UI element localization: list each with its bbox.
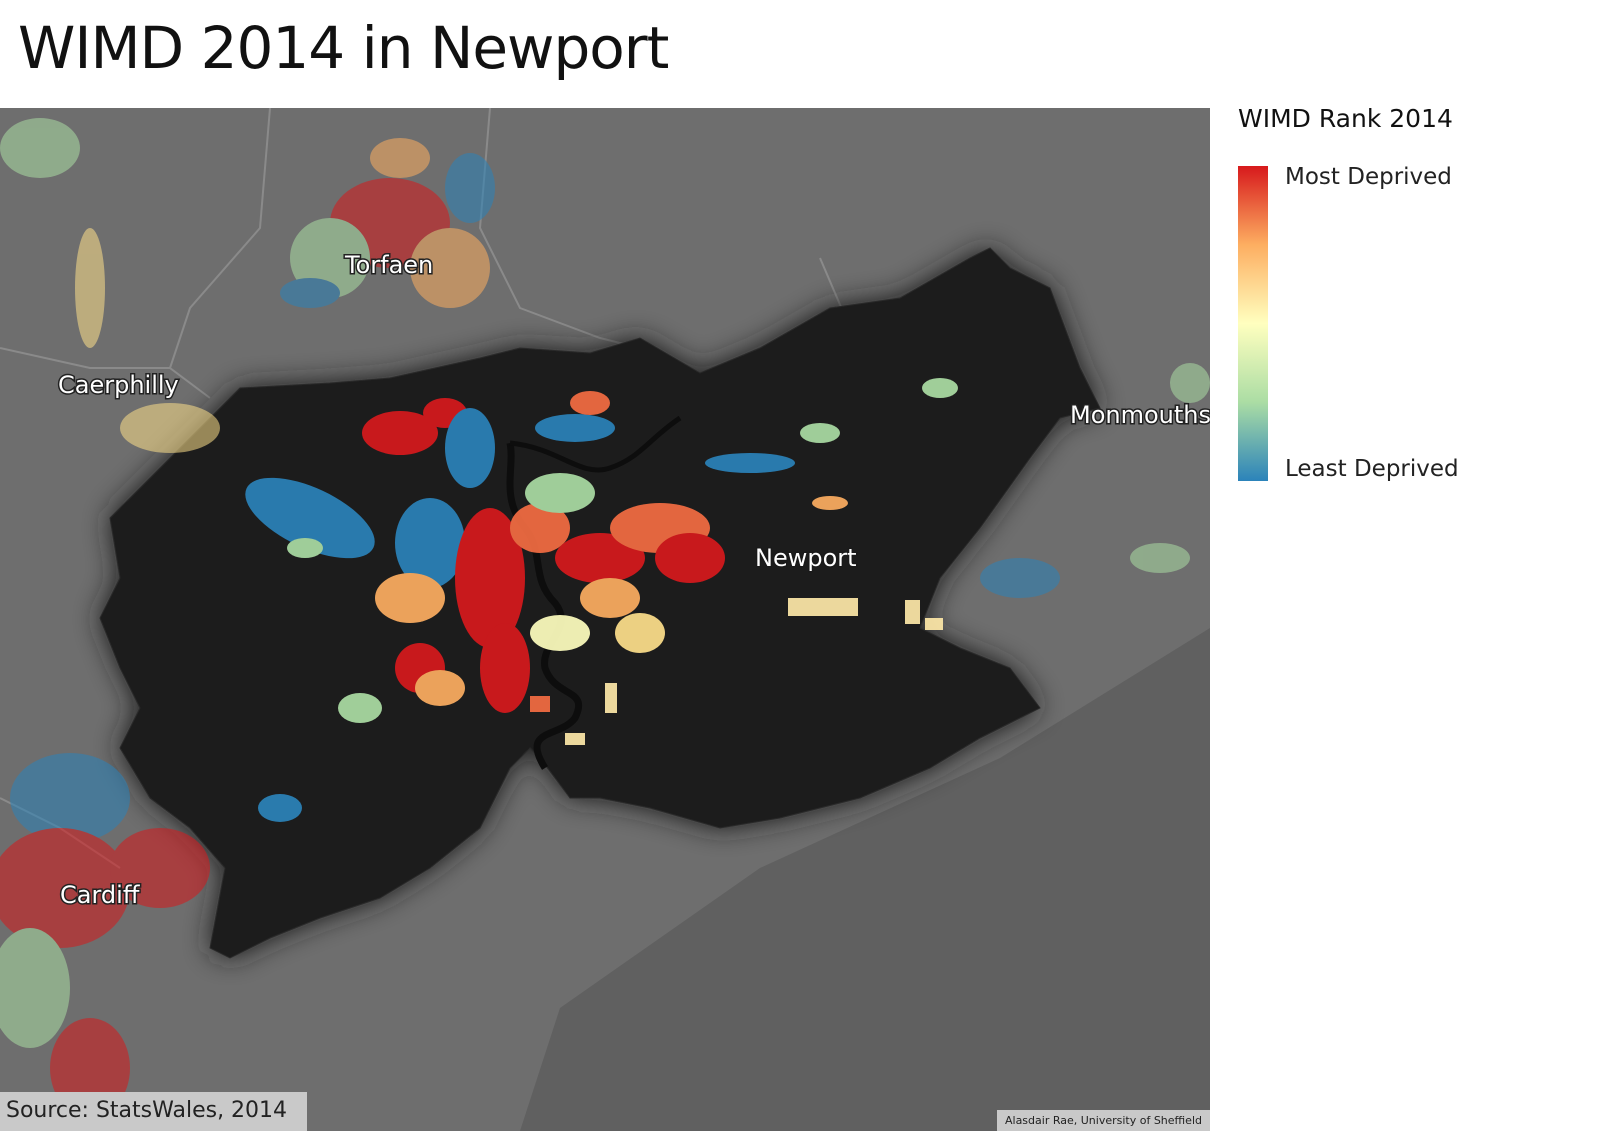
place-label-newport: Newport	[755, 544, 857, 572]
legend: WIMD Rank 2014 Most Deprived Least Depri…	[1238, 104, 1568, 482]
legend-label-least-deprived: Least Deprived	[1285, 456, 1459, 482]
place-label-caerphilly: Caerphilly	[58, 371, 179, 399]
deprivation-patches-neighbours	[0, 118, 1210, 1118]
map-area[interactable]: Torfaen Caerphilly Monmouthsh Newport Ca…	[0, 108, 1210, 1131]
place-label-monmouthshire: Monmouthsh	[1070, 401, 1210, 429]
legend-label-most-deprived: Most Deprived	[1285, 164, 1452, 190]
place-label-torfaen: Torfaen	[344, 251, 433, 279]
author-credit: Alasdair Rae, University of Sheffield	[996, 1110, 1210, 1131]
river-tributary	[509, 415, 682, 473]
deprivation-patches-newport	[245, 378, 958, 822]
legend-title: WIMD Rank 2014	[1238, 104, 1453, 133]
page-title: WIMD 2014 in Newport	[18, 14, 669, 82]
sea-area	[520, 628, 1210, 1131]
map-canvas[interactable]: Torfaen Caerphilly Monmouthsh Newport Ca…	[0, 108, 1210, 1131]
source-note: Source: StatsWales, 2014	[0, 1092, 308, 1131]
place-label-cardiff: Cardiff	[60, 881, 140, 909]
legend-color-ramp	[1238, 166, 1268, 481]
